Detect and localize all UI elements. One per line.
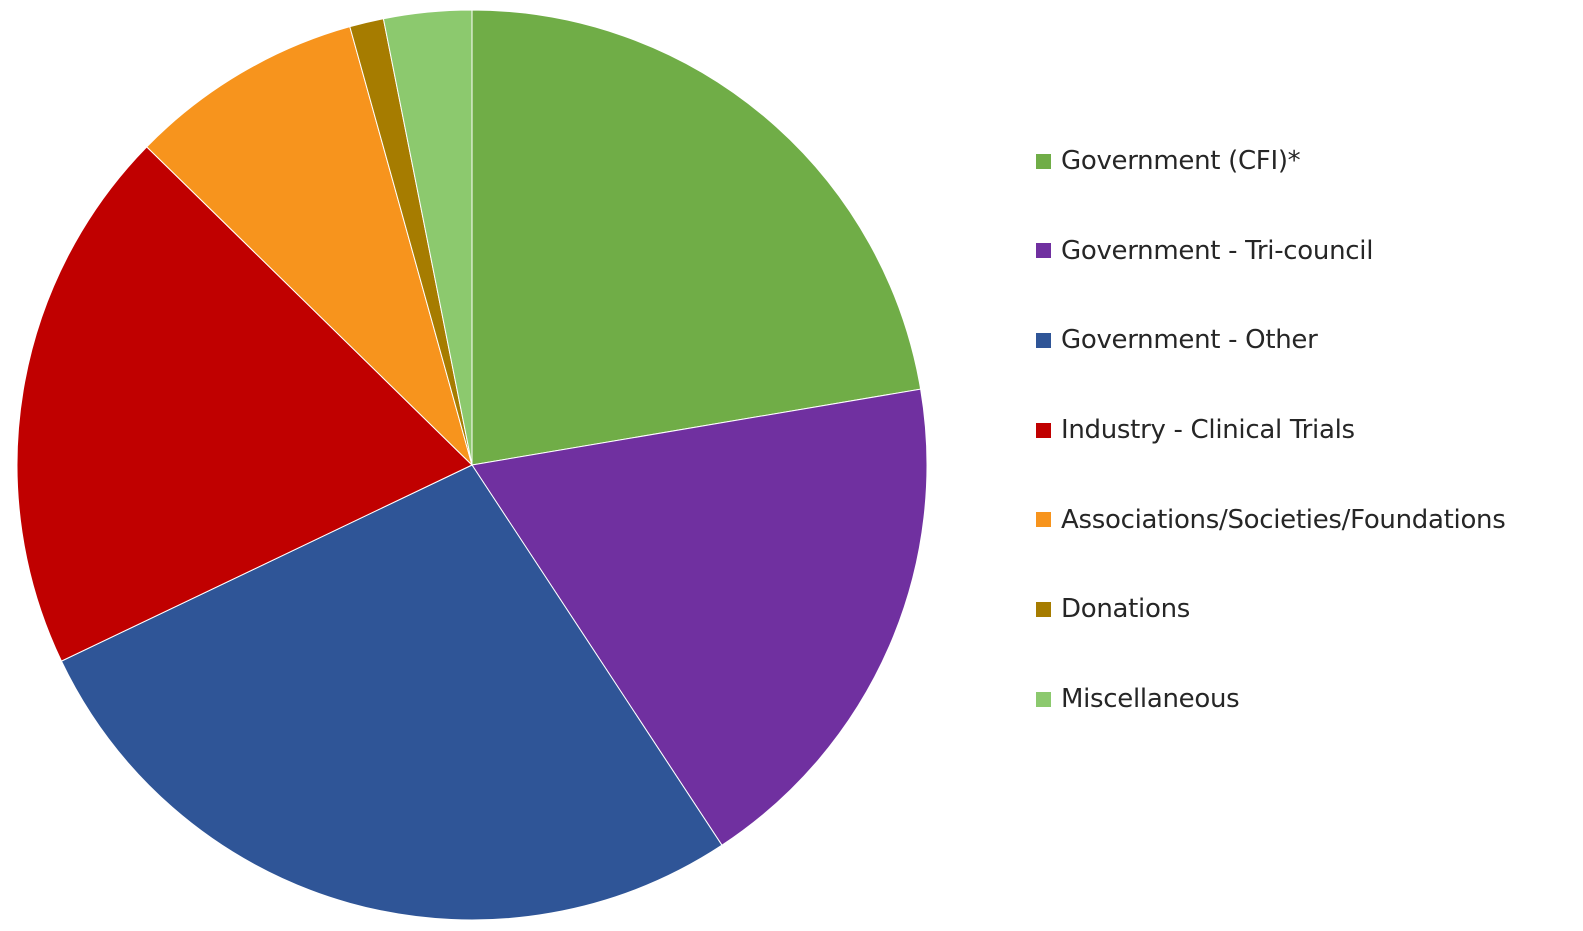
- legend-swatch: [1036, 243, 1051, 259]
- legend-item-donations: Donations: [1036, 589, 1505, 629]
- legend-label: Miscellaneous: [1061, 684, 1240, 715]
- legend-swatch: [1036, 153, 1051, 169]
- legend-item-industry-clinical-trials: Industry - Clinical Trials: [1036, 410, 1505, 450]
- legend: Government (CFI)* Government - Tri-counci…: [1036, 141, 1506, 719]
- legend-swatch: [1036, 512, 1051, 528]
- legend-item-government-other: Government - Other: [1036, 320, 1505, 360]
- legend-label: Government - Tri-council: [1061, 235, 1374, 266]
- legend-item-government-cfi: Government (CFI)*: [1036, 141, 1505, 181]
- legend-label: Government - Other: [1061, 325, 1318, 356]
- pie-slice-associations-societies-foundations: [146, 26, 473, 467]
- pie-slice-government-other: [60, 464, 723, 921]
- legend-swatch: [1036, 601, 1051, 617]
- pie-slice-industry-clinical-trials: [16, 146, 473, 662]
- pie-slice-government-cfi: [471, 9, 922, 466]
- legend-label: Industry - Clinical Trials: [1061, 415, 1355, 446]
- legend-item-government-tri-council: Government - Tri-council: [1036, 231, 1505, 271]
- legend-label: Associations/Societies/Foundations: [1061, 504, 1506, 535]
- pie-slices: [16, 9, 928, 921]
- legend-item-associations-societies-foundations: Associations/Societies/Foundations: [1036, 500, 1506, 540]
- legend-swatch: [1036, 691, 1051, 707]
- pie-slice-government-tri-council: [471, 388, 928, 846]
- legend-label: Donations: [1061, 594, 1190, 625]
- pie-slice-miscellaneous: [382, 9, 473, 466]
- legend-label: Government (CFI)*: [1061, 146, 1301, 176]
- legend-swatch: [1036, 332, 1051, 348]
- pie-chart: [16, 9, 928, 921]
- legend-item-miscellaneous: Miscellaneous: [1036, 679, 1505, 719]
- legend-swatch: [1036, 422, 1051, 438]
